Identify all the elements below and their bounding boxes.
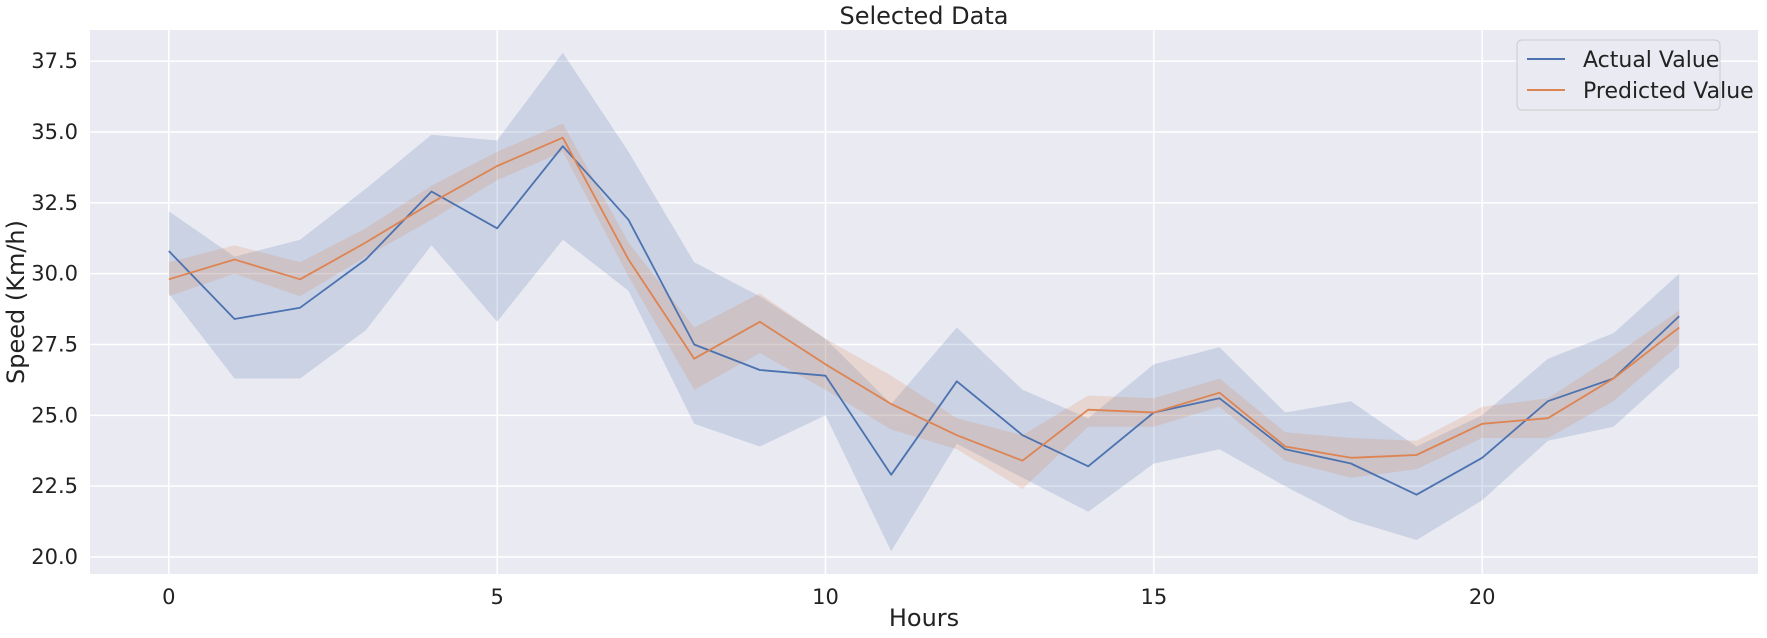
grid (90, 30, 1758, 574)
x-tick-label: 15 (1140, 585, 1167, 609)
actual-value-line (168, 145, 1680, 496)
y-tick-label: 25.0 (31, 403, 78, 427)
predicted-value-line (168, 136, 1680, 462)
legend-label-predicted: Predicted Value (1583, 79, 1754, 104)
x-tick-label: 5 (490, 585, 503, 609)
y-axis-title: Speed (Km/h) (2, 220, 30, 384)
y-tick-label: 37.5 (31, 49, 78, 73)
predicted-confidence-band (168, 123, 1680, 489)
plot-area (90, 30, 1758, 574)
y-tick-label: 30.0 (31, 262, 78, 286)
confidence-bands (168, 52, 1680, 552)
y-tick-label: 22.5 (31, 474, 78, 498)
y-tick-label: 20.0 (31, 545, 78, 569)
legend: Actual Value Predicted Value (1516, 39, 1754, 111)
x-tick-label: 0 (162, 585, 175, 609)
legend-label-actual: Actual Value (1583, 48, 1719, 73)
series-lines (168, 136, 1680, 496)
chart-title: Selected Data (840, 2, 1009, 30)
y-tick-label: 27.5 (31, 333, 78, 357)
x-tick-label: 20 (1469, 585, 1496, 609)
legend-box (1516, 39, 1721, 111)
actual-confidence-band (168, 52, 1680, 552)
x-tick-label: 10 (812, 585, 839, 609)
y-tick-label: 35.0 (31, 120, 78, 144)
y-tick-label: 32.5 (31, 191, 78, 215)
x-axis-title: Hours (889, 604, 959, 632)
tick-labels: 0 5 10 15 20 20.0 22.5 25.0 27.5 30.0 32.5 35.0 37.5 (31, 49, 1495, 609)
